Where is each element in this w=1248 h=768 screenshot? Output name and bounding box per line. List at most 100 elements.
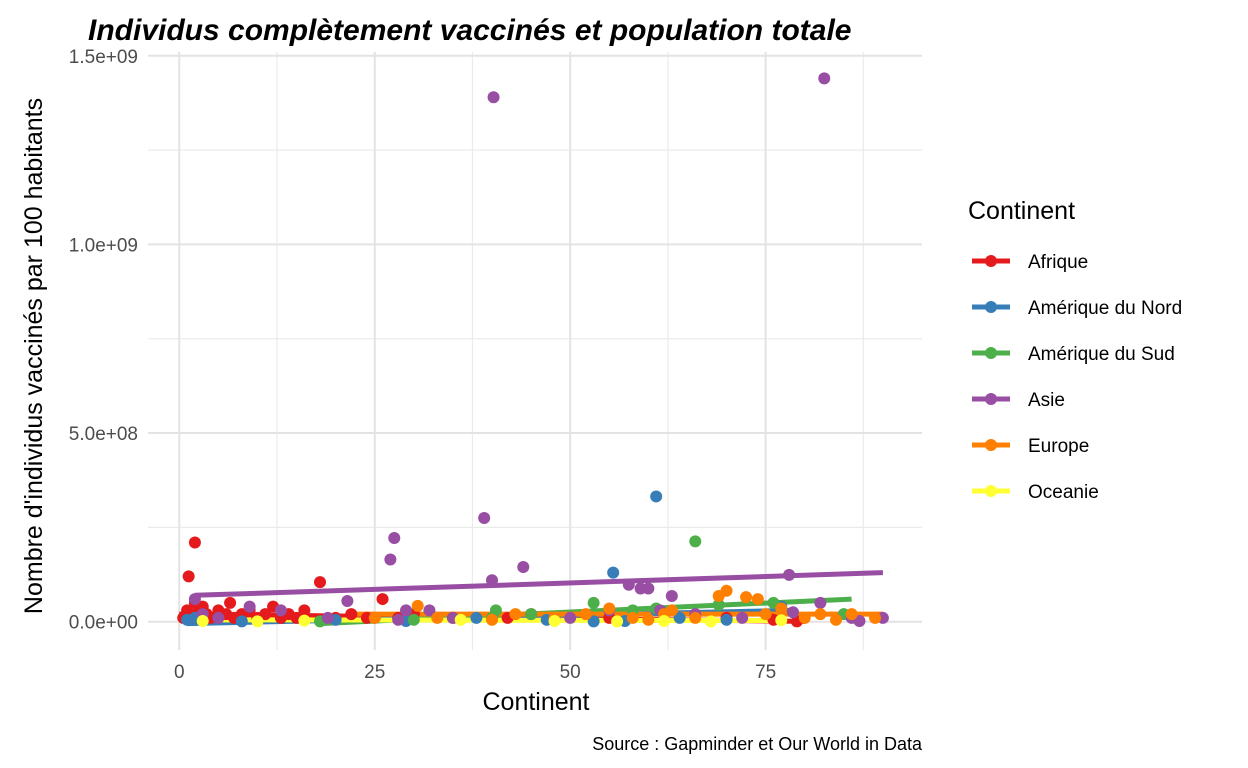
legend-key-point [985,439,997,451]
point-amérique-du-nord [607,566,620,579]
point-asie [384,553,397,566]
legend-item: Oceanie [972,482,1099,503]
point-europe [798,611,811,624]
legend: Afrique Amérique du Nord Amérique du Sud As… [972,252,1182,503]
x-tick-label: 0 [174,662,185,683]
point-asie [392,613,405,626]
y-tick-label: 0.0e+00 [69,613,138,634]
legend-label: Oceanie [1028,482,1099,503]
point-asie [400,604,412,617]
point-europe [368,611,381,624]
point-amérique-du-sud [712,598,725,611]
legend-label: Asie [1028,390,1065,411]
point-europe [814,608,827,621]
point-asie [478,511,491,524]
point-afrique [259,608,272,621]
legend-item: Amérique du Sud [972,344,1175,365]
point-asie [188,593,201,606]
legend-item: Afrique [972,252,1088,273]
point-asie [564,611,577,624]
legend-key-point [985,393,997,405]
x-tick-label: 50 [560,662,581,683]
grid [148,52,922,650]
y-axis-ticks: 0.0e+00 5.0e+08 1.0e+09 1.5e+09 [69,47,138,634]
point-asie [642,582,655,595]
point-europe [759,608,772,621]
point-oceanie [548,614,561,627]
point-afrique [376,593,389,606]
point-oceanie [658,614,670,627]
point-asie [736,611,749,624]
point-europe [775,602,788,615]
legend-label: Europe [1028,436,1089,457]
point-afrique [345,608,358,621]
point-europe [869,611,882,624]
point-asie [665,590,678,603]
point-amérique-du-sud [525,608,538,621]
point-amérique-du-nord [470,611,483,624]
point-europe [579,608,592,621]
point-asie [487,91,500,104]
legend-item: Europe [972,436,1089,457]
point-afrique [314,576,326,589]
point-amérique-du-sud [489,604,502,617]
point-asie [783,568,796,581]
point-afrique [298,604,311,617]
point-europe [751,593,764,606]
point-afrique [182,570,195,583]
legend-title: Continent [968,197,1075,225]
point-amérique-du-nord [673,611,686,624]
y-axis-title: Nombre d'individus vaccinés par 100 habi… [20,98,48,614]
legend-item: Asie [972,390,1065,411]
point-europe [642,613,655,626]
point-europe [411,599,424,612]
legend-key-point [985,301,997,313]
point-oceanie [775,614,788,627]
point-amérique-du-sud [407,613,420,626]
point-oceanie [704,615,717,628]
point-asie [321,611,334,624]
point-amérique-du-sud [587,596,600,609]
legend-item: Amérique du Nord [972,298,1182,319]
point-europe [720,584,733,597]
x-axis-title: Continent [482,688,589,716]
y-tick-label: 1.0e+09 [69,235,138,256]
point-asie [818,72,831,85]
point-amérique-du-nord [720,613,733,626]
point-asie [212,611,225,624]
point-amérique-du-nord [587,615,600,628]
point-amérique-du-sud [689,535,702,548]
legend-label: Amérique du Nord [1028,298,1182,319]
legend-key-point [985,485,997,497]
legend-label: Afrique [1028,252,1088,273]
legend-key-point [985,347,997,359]
caption: Source : Gapminder et Our World in Data [592,734,923,754]
point-oceanie [251,615,264,628]
point-oceanie [454,613,467,626]
point-europe [486,613,498,626]
y-tick-label: 1.5e+09 [69,47,138,68]
trend-asie [194,570,883,598]
point-asie [423,604,436,617]
x-axis-ticks: 0 25 50 75 [174,662,776,683]
point-oceanie [611,615,624,628]
point-amérique-du-nord [650,490,663,503]
point-europe [830,613,842,626]
point-asie [787,606,799,619]
point-asie [243,600,256,613]
x-tick-label: 75 [755,662,776,683]
point-asie [517,560,530,573]
legend-key-point [985,255,997,267]
point-asie [388,531,401,544]
point-afrique [224,596,237,609]
point-asie [814,596,827,609]
point-asie [274,604,287,617]
point-europe [665,604,678,617]
point-asie [341,594,354,607]
point-europe [431,611,444,624]
point-asie [486,574,498,587]
chart-title: Individus complètement vaccinés et popul… [88,14,851,47]
data-points [177,72,889,628]
point-europe [845,608,858,621]
point-europe [740,591,753,604]
